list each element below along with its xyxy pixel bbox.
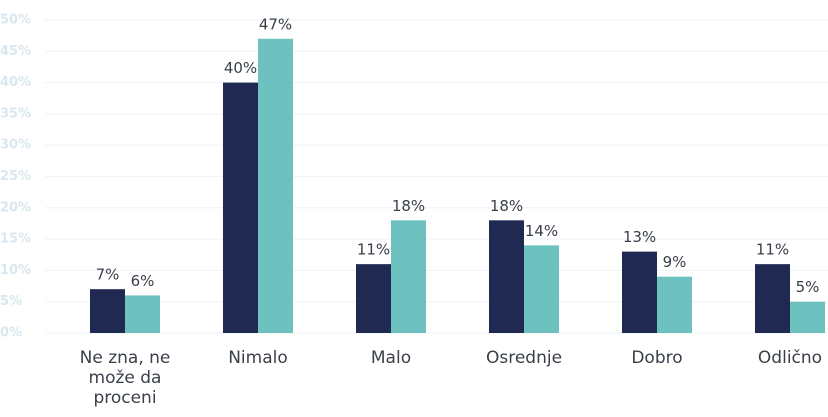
value-label: 9% <box>663 253 687 271</box>
x-tick-label: Ne zna, ne može da proceni <box>79 348 171 408</box>
x-tick-label: Odlično <box>757 348 823 368</box>
y-tick-label: 10% <box>0 263 31 278</box>
bar <box>622 251 657 333</box>
y-tick-label: 5% <box>0 294 22 309</box>
bar <box>790 301 825 333</box>
y-tick-label: 25% <box>0 169 31 184</box>
bar <box>489 220 524 333</box>
y-tick-label: 45% <box>0 44 31 59</box>
bar <box>657 276 692 333</box>
value-label: 47% <box>259 15 292 33</box>
bar <box>90 289 125 333</box>
y-tick-label: 35% <box>0 106 31 121</box>
y-tick-label: 20% <box>0 200 31 215</box>
bar <box>524 245 559 333</box>
bar <box>391 220 426 333</box>
value-label: 18% <box>490 197 523 215</box>
bar <box>125 295 160 333</box>
value-label: 11% <box>756 241 789 259</box>
bar <box>755 264 790 333</box>
x-tick-label: Malo <box>370 348 412 368</box>
value-label: 18% <box>392 197 425 215</box>
value-label: 11% <box>357 241 390 259</box>
y-tick-label: 50% <box>0 13 31 28</box>
value-label: 5% <box>796 278 820 296</box>
y-tick-label: 15% <box>0 232 31 247</box>
value-label: 13% <box>623 228 656 246</box>
x-tick-label: Dobro <box>631 348 683 368</box>
x-tick-label: Nimalo <box>228 348 288 368</box>
bar <box>258 38 293 333</box>
y-tick-label: 0% <box>0 326 22 341</box>
y-tick-label: 30% <box>0 138 31 153</box>
value-label: 14% <box>525 222 558 240</box>
bar <box>223 82 258 333</box>
y-tick-label: 40% <box>0 75 31 90</box>
value-label: 6% <box>131 272 155 290</box>
value-label: 40% <box>224 59 257 77</box>
bar <box>356 264 391 333</box>
x-tick-label: Osrednje <box>485 348 563 368</box>
value-label: 7% <box>96 266 120 284</box>
